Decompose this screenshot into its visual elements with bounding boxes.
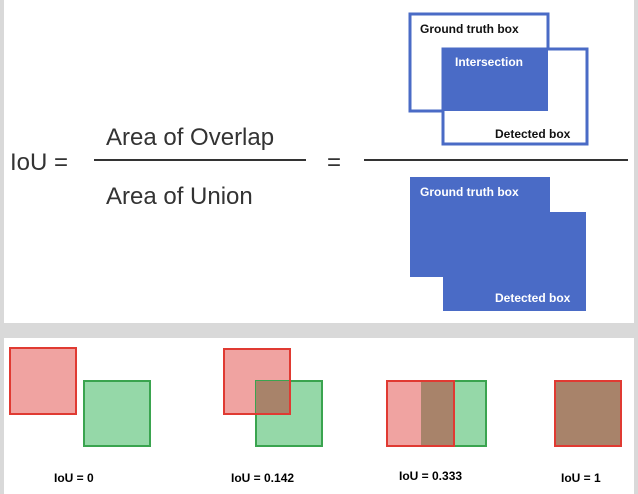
numerator-text: Area of Overlap [106,124,274,151]
example-2-iou-label: IoU = 0.333 [399,469,462,483]
iou-lhs: IoU = [10,149,68,176]
example-1-iou-label: IoU = 0.142 [231,471,294,485]
equals-sign: = [327,149,341,176]
intersection-label: Intersection [455,55,523,69]
union-ground-truth-label: Ground truth box [420,185,519,199]
example-1-overlap [256,381,290,414]
detected-label: Detected box [495,127,571,141]
example-2-ground-truth-outline [386,380,455,447]
ground-truth-label: Ground truth box [420,22,519,36]
intersection-region [443,49,548,111]
union-detected-label: Detected box [495,291,571,305]
example-3-iou-label: IoU = 1 [561,471,601,485]
example-0-iou-label: IoU = 0 [54,471,94,485]
example-3-overlap-box [554,380,622,447]
example-2-overlap [421,382,454,445]
union-region [410,177,586,311]
example-1-ground-truth-outline [223,348,291,415]
example-0-ground-truth-box [9,347,77,415]
denominator-text: Area of Union [106,183,253,210]
example-0-detected-box [83,380,151,447]
